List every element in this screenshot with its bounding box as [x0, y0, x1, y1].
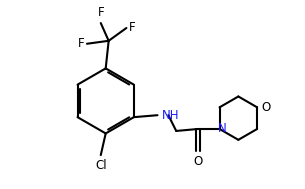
Text: Cl: Cl	[95, 159, 106, 172]
Text: NH: NH	[161, 109, 179, 122]
Text: O: O	[261, 101, 270, 114]
Text: F: F	[98, 6, 104, 19]
Text: F: F	[129, 22, 136, 34]
Text: F: F	[77, 37, 84, 50]
Text: O: O	[193, 155, 203, 168]
Text: N: N	[218, 122, 227, 136]
